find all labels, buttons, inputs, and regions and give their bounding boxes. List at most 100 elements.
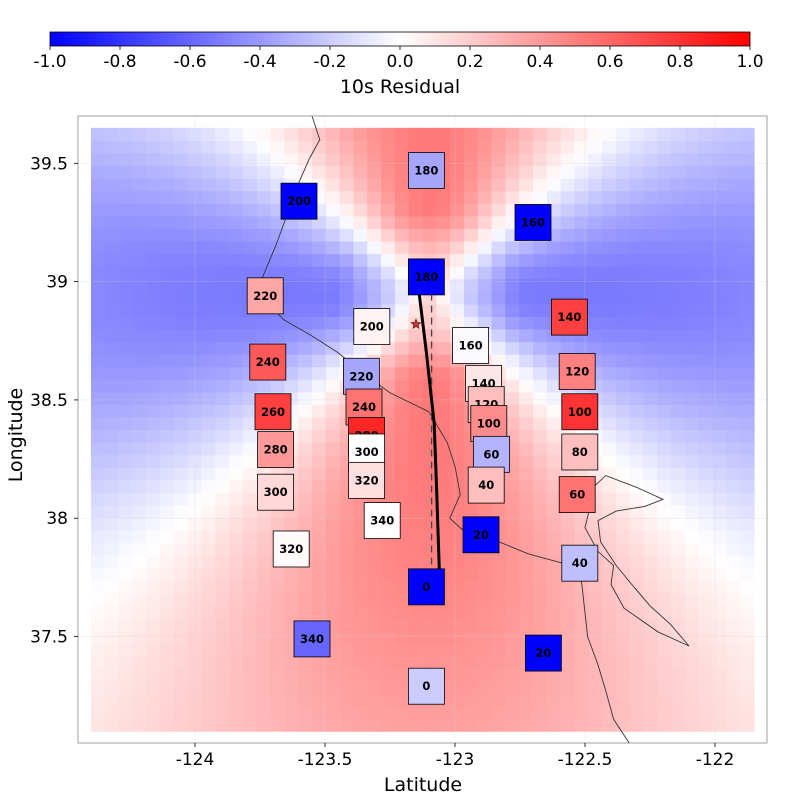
field-cell <box>505 693 520 707</box>
field-cell <box>491 580 506 594</box>
station-box <box>254 393 292 431</box>
field-cell <box>574 592 589 607</box>
field-cell <box>298 354 313 368</box>
field-cell <box>533 416 548 431</box>
field-cell <box>560 140 576 154</box>
field-cell <box>450 706 465 720</box>
field-cell <box>408 655 424 669</box>
field-cell <box>367 706 382 720</box>
field-cell <box>339 127 355 141</box>
field-cell <box>146 404 161 418</box>
field-cell <box>312 140 327 154</box>
field-cell <box>146 240 161 255</box>
field-cell <box>740 366 755 380</box>
field-cell <box>160 178 175 192</box>
field-cell <box>519 668 534 682</box>
field-cell <box>698 152 714 167</box>
field-cell <box>325 517 341 531</box>
field-cell <box>339 680 355 695</box>
field-cell <box>201 215 216 229</box>
field-cell <box>284 718 299 732</box>
field-cell <box>574 341 589 355</box>
field-cell <box>242 517 258 531</box>
field-cell <box>298 416 313 431</box>
field-cell <box>242 630 258 644</box>
field-cell <box>408 530 424 544</box>
field-cell <box>284 152 299 167</box>
field-cell <box>477 190 493 204</box>
field-cell <box>491 643 506 657</box>
field-cell <box>712 655 727 669</box>
field-cell <box>712 391 727 405</box>
field-cell <box>353 178 368 192</box>
field-cell <box>533 605 548 619</box>
field-cell <box>519 492 534 506</box>
field-cell <box>657 592 672 607</box>
field-cell <box>339 592 355 607</box>
field-cell <box>671 328 686 343</box>
field-cell <box>740 504 755 519</box>
field-cell <box>684 492 700 506</box>
field-cell <box>118 366 134 380</box>
field-cell <box>671 165 686 179</box>
field-cell <box>533 316 548 330</box>
field-cell <box>339 253 355 267</box>
field-cell <box>657 303 672 317</box>
field-cell <box>173 404 189 418</box>
field-cell <box>657 530 672 544</box>
field-cell <box>118 240 134 255</box>
field-cell <box>684 240 700 255</box>
field-cell <box>104 643 120 657</box>
field-cell <box>270 152 285 167</box>
field-cell <box>229 467 244 481</box>
field-cell <box>325 328 341 343</box>
field-cell <box>463 190 479 204</box>
field-cell <box>519 341 534 355</box>
field-cell <box>712 341 727 355</box>
field-cell <box>643 228 658 242</box>
field-cell <box>533 165 548 179</box>
field-cell <box>602 693 617 707</box>
field-cell <box>436 442 451 456</box>
field-cell <box>505 416 520 431</box>
colorbar-tick-label: -0.2 <box>313 52 346 72</box>
field-cell <box>339 316 355 330</box>
field-cell <box>201 718 216 732</box>
station-label: 60 <box>483 447 499 461</box>
field-cell <box>298 655 313 669</box>
field-cell <box>229 567 244 581</box>
field-cell <box>312 517 327 531</box>
field-cell <box>657 215 672 229</box>
field-cell <box>394 592 410 607</box>
field-cell <box>533 618 548 632</box>
x-axis: -124 -123.5 -123 -122.5 -122 <box>176 743 734 770</box>
x-tick-label: -123.5 <box>298 750 353 770</box>
field-cell <box>91 266 106 280</box>
colorbar-tick-label: 0.4 <box>526 52 553 72</box>
field-cell <box>325 693 341 707</box>
field-cell <box>491 316 506 330</box>
field-cell <box>284 278 299 292</box>
field-cell <box>629 630 645 644</box>
field-cell <box>118 341 134 355</box>
field-cell <box>684 228 700 242</box>
field-cell <box>215 467 230 481</box>
field-cell <box>339 706 355 720</box>
field-cell <box>160 492 175 506</box>
field-cell <box>671 643 686 657</box>
field-cell <box>298 228 313 242</box>
field-cell <box>560 643 576 657</box>
field-cell <box>242 379 258 393</box>
field-cell <box>270 680 285 695</box>
field-cell <box>657 429 672 443</box>
field-cell <box>519 504 534 519</box>
field-cell <box>519 706 534 720</box>
field-cell <box>477 140 493 154</box>
field-cell <box>408 127 424 141</box>
field-cell <box>726 203 741 217</box>
field-cell <box>242 467 258 481</box>
field-cell <box>118 618 134 632</box>
field-cell <box>505 567 520 581</box>
field-cell <box>173 354 189 368</box>
field-cell <box>684 328 700 343</box>
